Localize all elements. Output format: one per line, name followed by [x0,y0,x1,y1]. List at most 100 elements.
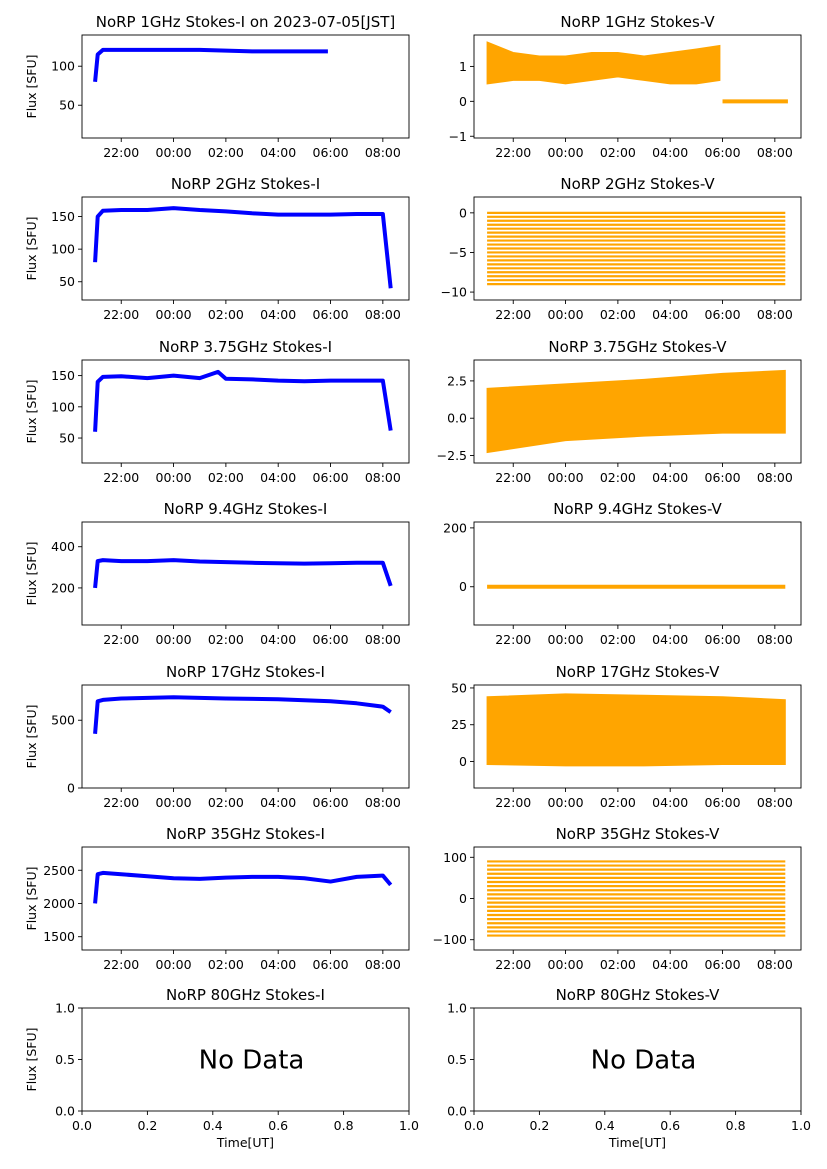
y-tick-label: 50 [451,680,467,695]
x-tick-label: 00:00 [156,145,192,160]
panel-title: NoRP 2GHz Stokes-I [171,175,320,193]
y-axis-label: Flux [SFU] [24,1028,39,1092]
panel-title: NoRP 17GHz Stokes-I [166,663,325,681]
data-series [93,47,328,83]
x-tick-label: 0.2 [137,1118,157,1133]
x-tick-label: 08:00 [757,795,793,810]
y-tick-label: 100 [443,850,467,865]
x-tick-label: 00:00 [548,632,584,647]
x-tick-label: 04:00 [652,145,688,160]
panel-9: 0 500 22:00 00:00 02:00 04:00 06:00 08:00 NoRP 1… [24,663,410,810]
x-tick-label: 00:00 [548,307,584,322]
x-tick-label: 04:00 [652,470,688,485]
x-tick-label: 08:00 [757,632,793,647]
y-tick-label: 150 [51,209,75,224]
panel-10: 0 25 50 22:00 00:00 02:00 04:00 06:00 08:00 NoRP … [451,663,802,810]
axes-frame [473,684,802,789]
x-tick-label: 04:00 [260,795,296,810]
data-marks [93,369,393,432]
panel-title: NoRP 17GHz Stokes-V [556,663,721,681]
data-band [486,693,786,767]
axes-frame [473,521,802,626]
panel-3: 50 100 150 22:00 00:00 02:00 04:00 06:00 08:00 No… [24,175,410,322]
x-tick-label: 04:00 [652,632,688,647]
axes-frame [81,684,410,789]
data-marks [93,695,392,734]
y-tick-label: 0.5 [447,1052,467,1067]
x-tick-label: 06:00 [313,307,349,322]
panel-11: 1500 2000 2500 22:00 00:00 02:00 04:00 06:00 08:… [24,825,410,972]
x-tick-label: 22:00 [103,307,139,322]
data-marks [93,558,393,589]
y-tick-label: 2000 [43,896,75,911]
x-tick-label: 02:00 [600,957,636,972]
y-tick-label: 1 [459,59,467,74]
x-tick-label: 0.4 [595,1118,615,1133]
x-tick-label: 06:00 [705,470,741,485]
y-tick-label: 0 [459,205,467,220]
x-tick-label: 02:00 [600,307,636,322]
panel-title: NoRP 35GHz Stokes-I [166,825,325,843]
x-tick-label: 04:00 [260,470,296,485]
x-tick-label: 06:00 [705,795,741,810]
data-series [93,870,393,904]
y-tick-label: 50 [59,98,75,113]
y-tick-label: 1.0 [55,1001,75,1016]
y-axis-label: Flux [SFU] [24,542,39,606]
x-tick-label: 08:00 [757,307,793,322]
panel-12: −100 0 100 22:00 00:00 02:00 04:00 06:00 08:00 No… [433,825,802,972]
y-tick-label: 150 [51,368,75,383]
x-tick-label: 02:00 [208,632,244,647]
panel-title: NoRP 9.4GHz Stokes-V [553,500,722,518]
panel-6: −2.5 0.0 2.5 22:00 00:00 02:00 04:00 06:00 08:00… [437,338,802,485]
panel-title: NoRP 3.75GHz Stokes-V [548,338,727,356]
y-tick-label: 0.0 [447,1104,467,1119]
x-tick-label: 02:00 [600,632,636,647]
axes-frame [473,359,802,464]
data-marks [487,211,786,286]
x-tick-label: 00:00 [548,470,584,485]
panel-title: NoRP 9.4GHz Stokes-I [164,500,328,518]
x-axis-label: Time[UT] [608,1135,666,1150]
x-tick-label: 06:00 [313,470,349,485]
x-tick-label: 00:00 [156,795,192,810]
y-tick-label: 0 [67,781,75,796]
x-tick-label: 22:00 [495,145,531,160]
y-tick-label: 1500 [43,929,75,944]
x-tick-label: 08:00 [365,632,401,647]
x-tick-label: 22:00 [103,632,139,647]
y-axis-label: Flux [SFU] [24,380,39,444]
y-tick-label: 2.5 [447,373,467,388]
data-series [93,695,392,734]
x-tick-label: 0.4 [203,1118,223,1133]
y-tick-label: −10 [441,285,467,300]
panel-13: 0.0 0.5 1.0 0.0 0.2 0.4 0.6 0.8 1.0 NoRP 80GHz St… [24,986,419,1150]
panel-title: NoRP 80GHz Stokes-I [166,986,325,1004]
panel-5: 50 100 150 22:00 00:00 02:00 04:00 06:00 08:00 No… [24,338,410,485]
panel-title: NoRP 1GHz Stokes-I on 2023-07-05[JST] [96,13,396,31]
x-tick-label: 22:00 [103,957,139,972]
y-axis-label: Flux [SFU] [24,55,39,119]
x-tick-label: 06:00 [313,957,349,972]
x-axis-label: Time[UT] [216,1135,274,1150]
x-tick-label: 04:00 [260,957,296,972]
data-marks [486,369,786,454]
panel-title: NoRP 1GHz Stokes-V [560,13,715,31]
x-tick-label: 06:00 [313,145,349,160]
x-tick-label: 02:00 [208,470,244,485]
axes-frame [473,34,802,139]
y-tick-label: 0.5 [55,1052,75,1067]
x-tick-label: 08:00 [365,470,401,485]
x-tick-label: 00:00 [548,795,584,810]
x-tick-label: 06:00 [705,145,741,160]
x-tick-label: 02:00 [208,307,244,322]
x-tick-label: 1.0 [399,1118,419,1133]
x-tick-label: 08:00 [757,145,793,160]
y-tick-label: −1 [449,129,467,144]
data-series [93,369,393,432]
x-tick-label: 06:00 [705,632,741,647]
x-tick-label: 02:00 [208,795,244,810]
axes-frame [81,521,410,626]
x-tick-label: 0.6 [268,1118,288,1133]
